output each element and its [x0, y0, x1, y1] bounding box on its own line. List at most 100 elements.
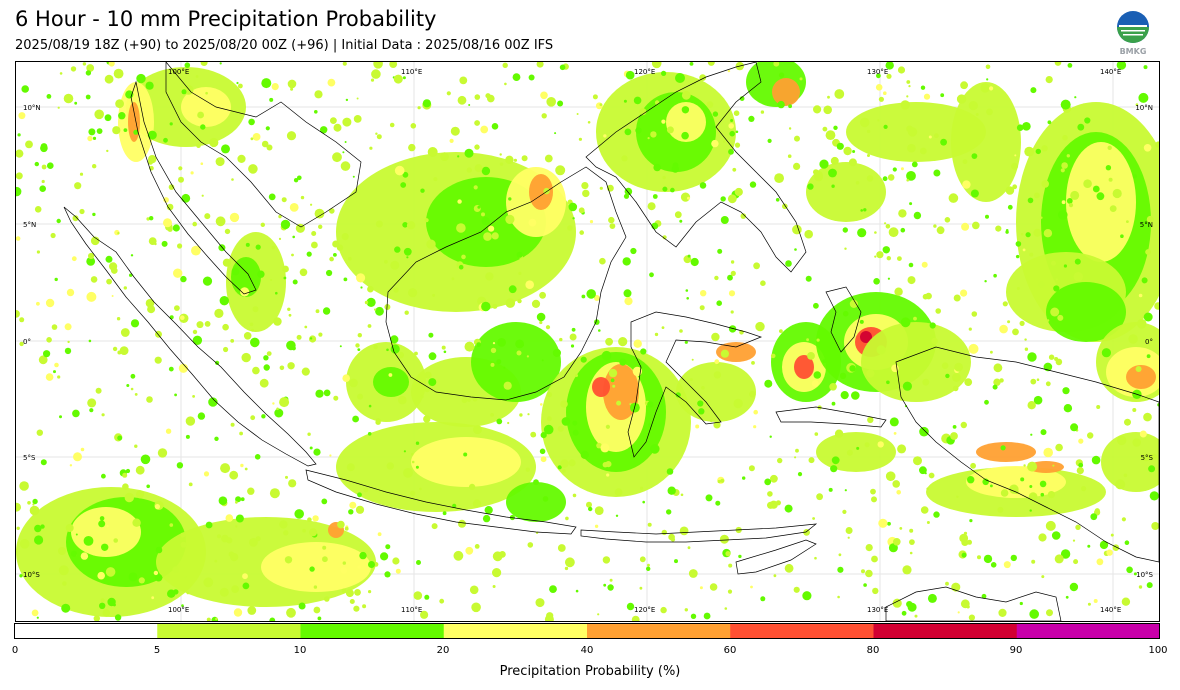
precipitation-speckle	[816, 493, 823, 501]
precipitation-speckle	[197, 111, 205, 119]
precipitation-speckle	[902, 381, 913, 391]
precipitation-speckle	[178, 166, 183, 171]
precipitation-speckle	[40, 143, 48, 150]
precipitation-speckle	[398, 395, 407, 405]
precipitation-speckle	[867, 154, 870, 157]
precipitation-speckle	[785, 260, 792, 267]
precipitation-speckle	[952, 385, 959, 392]
precipitation-speckle	[977, 555, 981, 560]
precipitation-speckle	[392, 557, 400, 565]
precipitation-speckle	[923, 93, 931, 100]
precipitation-speckle	[788, 104, 792, 109]
precipitation-speckle	[342, 151, 345, 154]
precipitation-speckle	[64, 347, 72, 355]
precipitation-speckle	[339, 345, 342, 348]
precipitation-speckle	[406, 256, 409, 259]
bmkg-logo-icon: BMKG	[1115, 10, 1151, 56]
precipitation-speckle	[1046, 609, 1053, 617]
precipitation-speckle	[456, 223, 466, 233]
precipitation-speckle	[148, 237, 157, 246]
precipitation-speckle	[366, 297, 376, 307]
precipitation-speckle	[586, 289, 596, 299]
precipitation-area	[529, 174, 553, 210]
precipitation-speckle	[1155, 141, 1159, 148]
precipitation-speckle	[130, 254, 134, 257]
precipitation-speckle	[342, 374, 351, 383]
precipitation-speckle	[661, 326, 665, 329]
precipitation-speckle	[1121, 517, 1126, 522]
precipitation-speckle	[581, 182, 589, 190]
precipitation-speckle	[860, 209, 863, 212]
colorbar-tick: 100	[1148, 645, 1168, 656]
precipitation-speckle	[699, 182, 707, 189]
precipitation-speckle	[716, 300, 722, 306]
precipitation-speckle	[871, 496, 877, 503]
precipitation-speckle	[989, 86, 994, 91]
precipitation-speckle	[592, 94, 598, 100]
precipitation-speckle	[223, 346, 229, 353]
precipitation-speckle	[807, 183, 814, 190]
precipitation-speckle	[200, 162, 204, 165]
precipitation-speckle	[687, 546, 691, 550]
precipitation-speckle	[90, 276, 98, 283]
precipitation-speckle	[360, 286, 363, 289]
precipitation-speckle	[345, 98, 349, 102]
precipitation-speckle	[490, 362, 495, 367]
precipitation-speckle	[229, 470, 239, 480]
precipitation-speckle	[720, 349, 730, 358]
precipitation-speckle	[962, 180, 971, 189]
precipitation-speckle	[1087, 432, 1094, 439]
precipitation-speckle	[774, 173, 784, 183]
precipitation-speckle	[427, 147, 438, 157]
precipitation-speckle	[1132, 438, 1141, 447]
precipitation-speckle	[363, 487, 369, 493]
precipitation-speckle	[204, 321, 211, 327]
precipitation-speckle	[362, 604, 367, 609]
precipitation-speckle	[1014, 154, 1017, 157]
precipitation-speckle	[242, 582, 250, 590]
precipitation-speckle	[647, 202, 656, 211]
precipitation-speckle	[34, 161, 39, 167]
precipitation-speckle	[473, 185, 478, 190]
precipitation-speckle	[472, 499, 482, 508]
precipitation-speckle	[480, 125, 489, 134]
precipitation-speckle	[836, 142, 844, 150]
precipitation-speckle	[842, 509, 847, 514]
coastline-malay-peninsula	[130, 80, 257, 295]
precipitation-speckle	[971, 153, 978, 159]
precipitation-speckle	[660, 606, 667, 614]
precipitation-speckle	[403, 247, 412, 256]
precipitation-speckle	[642, 500, 645, 504]
precipitation-speckle	[922, 293, 929, 300]
precipitation-speckle	[831, 456, 840, 465]
precipitation-speckle	[176, 462, 184, 469]
precipitation-speckle	[919, 426, 929, 437]
precipitation-speckle	[59, 415, 62, 419]
precipitation-speckle	[1048, 354, 1055, 360]
precipitation-speckle	[1005, 230, 1009, 234]
precipitation-speckle	[233, 608, 243, 617]
precipitation-speckle	[666, 468, 674, 475]
precipitation-speckle	[920, 506, 929, 514]
precipitation-speckle	[497, 338, 506, 347]
left-lat-label: 0°	[23, 338, 31, 346]
precipitation-area	[1066, 142, 1136, 262]
precipitation-speckle	[593, 295, 600, 301]
precipitation-speckle	[1148, 465, 1156, 473]
precipitation-speckle	[811, 380, 819, 387]
precipitation-speckle	[268, 193, 276, 201]
precipitation-speckle	[255, 244, 261, 250]
precipitation-speckle	[88, 252, 95, 260]
precipitation-speckle	[913, 456, 922, 466]
precipitation-speckle	[101, 543, 109, 551]
precipitation-speckle	[528, 218, 537, 227]
precipitation-speckle	[1061, 162, 1068, 169]
precipitation-speckle	[984, 280, 987, 283]
precipitation-speckle	[1024, 338, 1027, 341]
precipitation-speckle	[1128, 334, 1138, 344]
colorbar-segment	[443, 623, 588, 639]
precipitation-speckle	[106, 149, 109, 153]
precipitation-area	[772, 78, 800, 106]
precipitation-speckle	[672, 162, 679, 169]
precipitation-speckle	[794, 456, 797, 459]
